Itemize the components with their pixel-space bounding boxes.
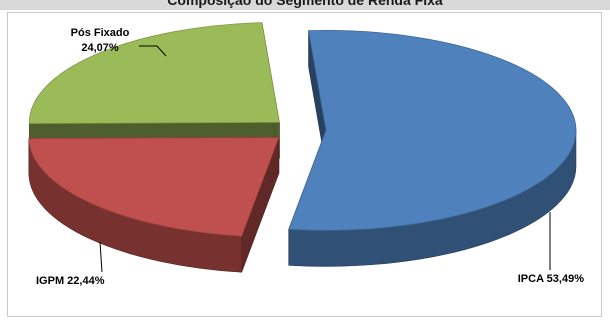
leader-line-pos-fixado <box>139 45 167 57</box>
slice-p-s-fixado[interactable] <box>29 22 280 124</box>
label-pos-fixado-value: 24,07% <box>81 42 119 54</box>
label-ipca: IPCA 53,49% <box>518 273 584 285</box>
label-igpm: IGPM 22,44% <box>36 275 105 287</box>
chart-title: Composição do Segmento de Renda Fixa <box>167 0 443 8</box>
slice-ipca[interactable] <box>288 30 577 231</box>
slice-igpm[interactable] <box>28 136 280 237</box>
title-bar: Composição do Segmento de Renda Fixa <box>0 0 610 10</box>
leader-line-igpm <box>99 241 103 273</box>
label-pos-fixado-name: Pós Fixado <box>71 27 130 39</box>
